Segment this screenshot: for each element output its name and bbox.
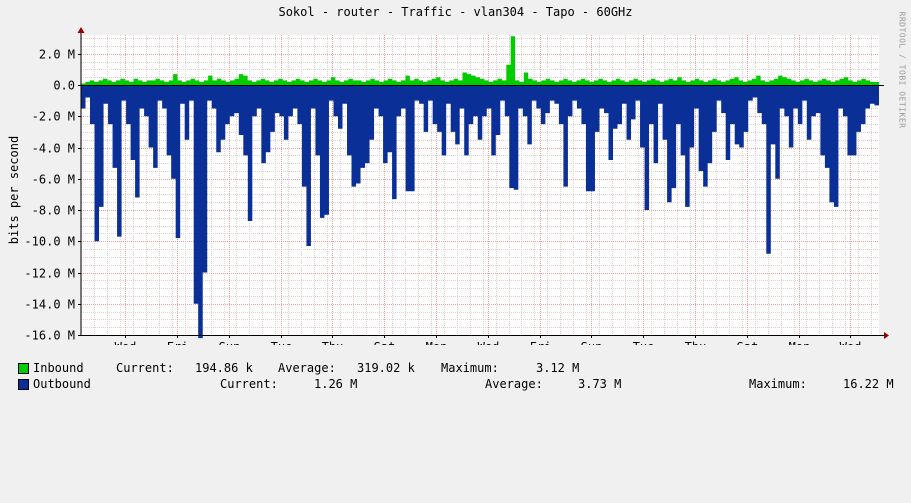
y-tick-label: -4.0 M	[32, 142, 75, 156]
x-tick-label: Sat	[737, 340, 759, 345]
x-tick-label: Wed	[840, 340, 862, 345]
outbound-current-value: 1.26 M	[314, 377, 358, 391]
y-tick-label: -2.0 M	[32, 110, 75, 124]
x-tick-label: Sun	[219, 340, 241, 345]
inbound-swatch	[18, 363, 29, 374]
x-axis-arrow	[884, 332, 889, 339]
inbound-maximum-label: Maximum:	[441, 361, 499, 375]
axes	[77, 27, 889, 339]
outbound-area	[81, 85, 879, 339]
x-tick-label: Thu	[322, 340, 344, 345]
inbound-average-label: Average:	[278, 361, 336, 375]
y-axis-arrow	[77, 27, 85, 33]
x-tick-label: Wed	[478, 340, 500, 345]
x-tick-labels: Wed Fri Sun Tue Thu Sat Mon Wed Fri Sun Tue Thu Sat M…	[115, 340, 862, 345]
y-tick-label: 2.0 M	[39, 48, 75, 62]
x-tick-label: Fri	[167, 340, 189, 345]
inbound-name: Inbound	[33, 361, 84, 375]
x-tick-label: Mon	[789, 340, 811, 345]
inbound-current-label: Current:	[116, 361, 174, 375]
x-tick-label: Sat	[374, 340, 396, 345]
inbound-maximum-value: 3.12 M	[536, 361, 580, 375]
y-tick-labels: 2.0 M 0.0 -2.0 M -4.0 M -6.0 M -8.0 M -10.0 M -…	[24, 48, 75, 343]
x-tick-label: Tue	[271, 340, 293, 345]
outbound-average-label: Average:	[485, 377, 543, 391]
y-tick-label: -16.0 M	[24, 329, 75, 343]
x-tick-label: Tue	[633, 340, 655, 345]
x-tick-label: Fri	[530, 340, 552, 345]
y-tick-label: -14.0 M	[24, 298, 75, 312]
y-tick-label: -6.0 M	[32, 173, 75, 187]
outbound-average-value: 3.73 M	[578, 377, 622, 391]
y-tick-label: -12.0 M	[24, 267, 75, 281]
y-tick-label: 0.0	[53, 79, 75, 93]
outbound-swatch	[18, 379, 29, 390]
legend-outbound: Outbound Current: 1.26 M Average: 3.73 M…	[18, 377, 894, 391]
x-tick-label: Sun	[581, 340, 603, 345]
outbound-maximum-label: Maximum:	[749, 377, 807, 391]
x-tick-label: Thu	[685, 340, 707, 345]
outbound-current-label: Current:	[220, 377, 278, 391]
legend-inbound: Inbound Current: 194.86 k Average: 319.0…	[18, 361, 579, 375]
outbound-maximum-value: 16.22 M	[843, 377, 894, 391]
x-tick-label: Mon	[426, 340, 448, 345]
chart-title: Sokol - router - Traffic - vlan304 - Tap…	[278, 5, 633, 19]
y-tick-label: -10.0 M	[24, 235, 75, 249]
inbound-current-value: 194.86 k	[195, 361, 253, 375]
traffic-chart: 2.0 M 0.0 -2.0 M -4.0 M -6.0 M -8.0 M -10.0 M -…	[24, 27, 889, 345]
inbound-average-value: 319.02 k	[357, 361, 415, 375]
y-tick-label: -8.0 M	[32, 204, 75, 218]
x-tick-label: Wed	[115, 340, 137, 345]
outbound-name: Outbound	[33, 377, 91, 391]
